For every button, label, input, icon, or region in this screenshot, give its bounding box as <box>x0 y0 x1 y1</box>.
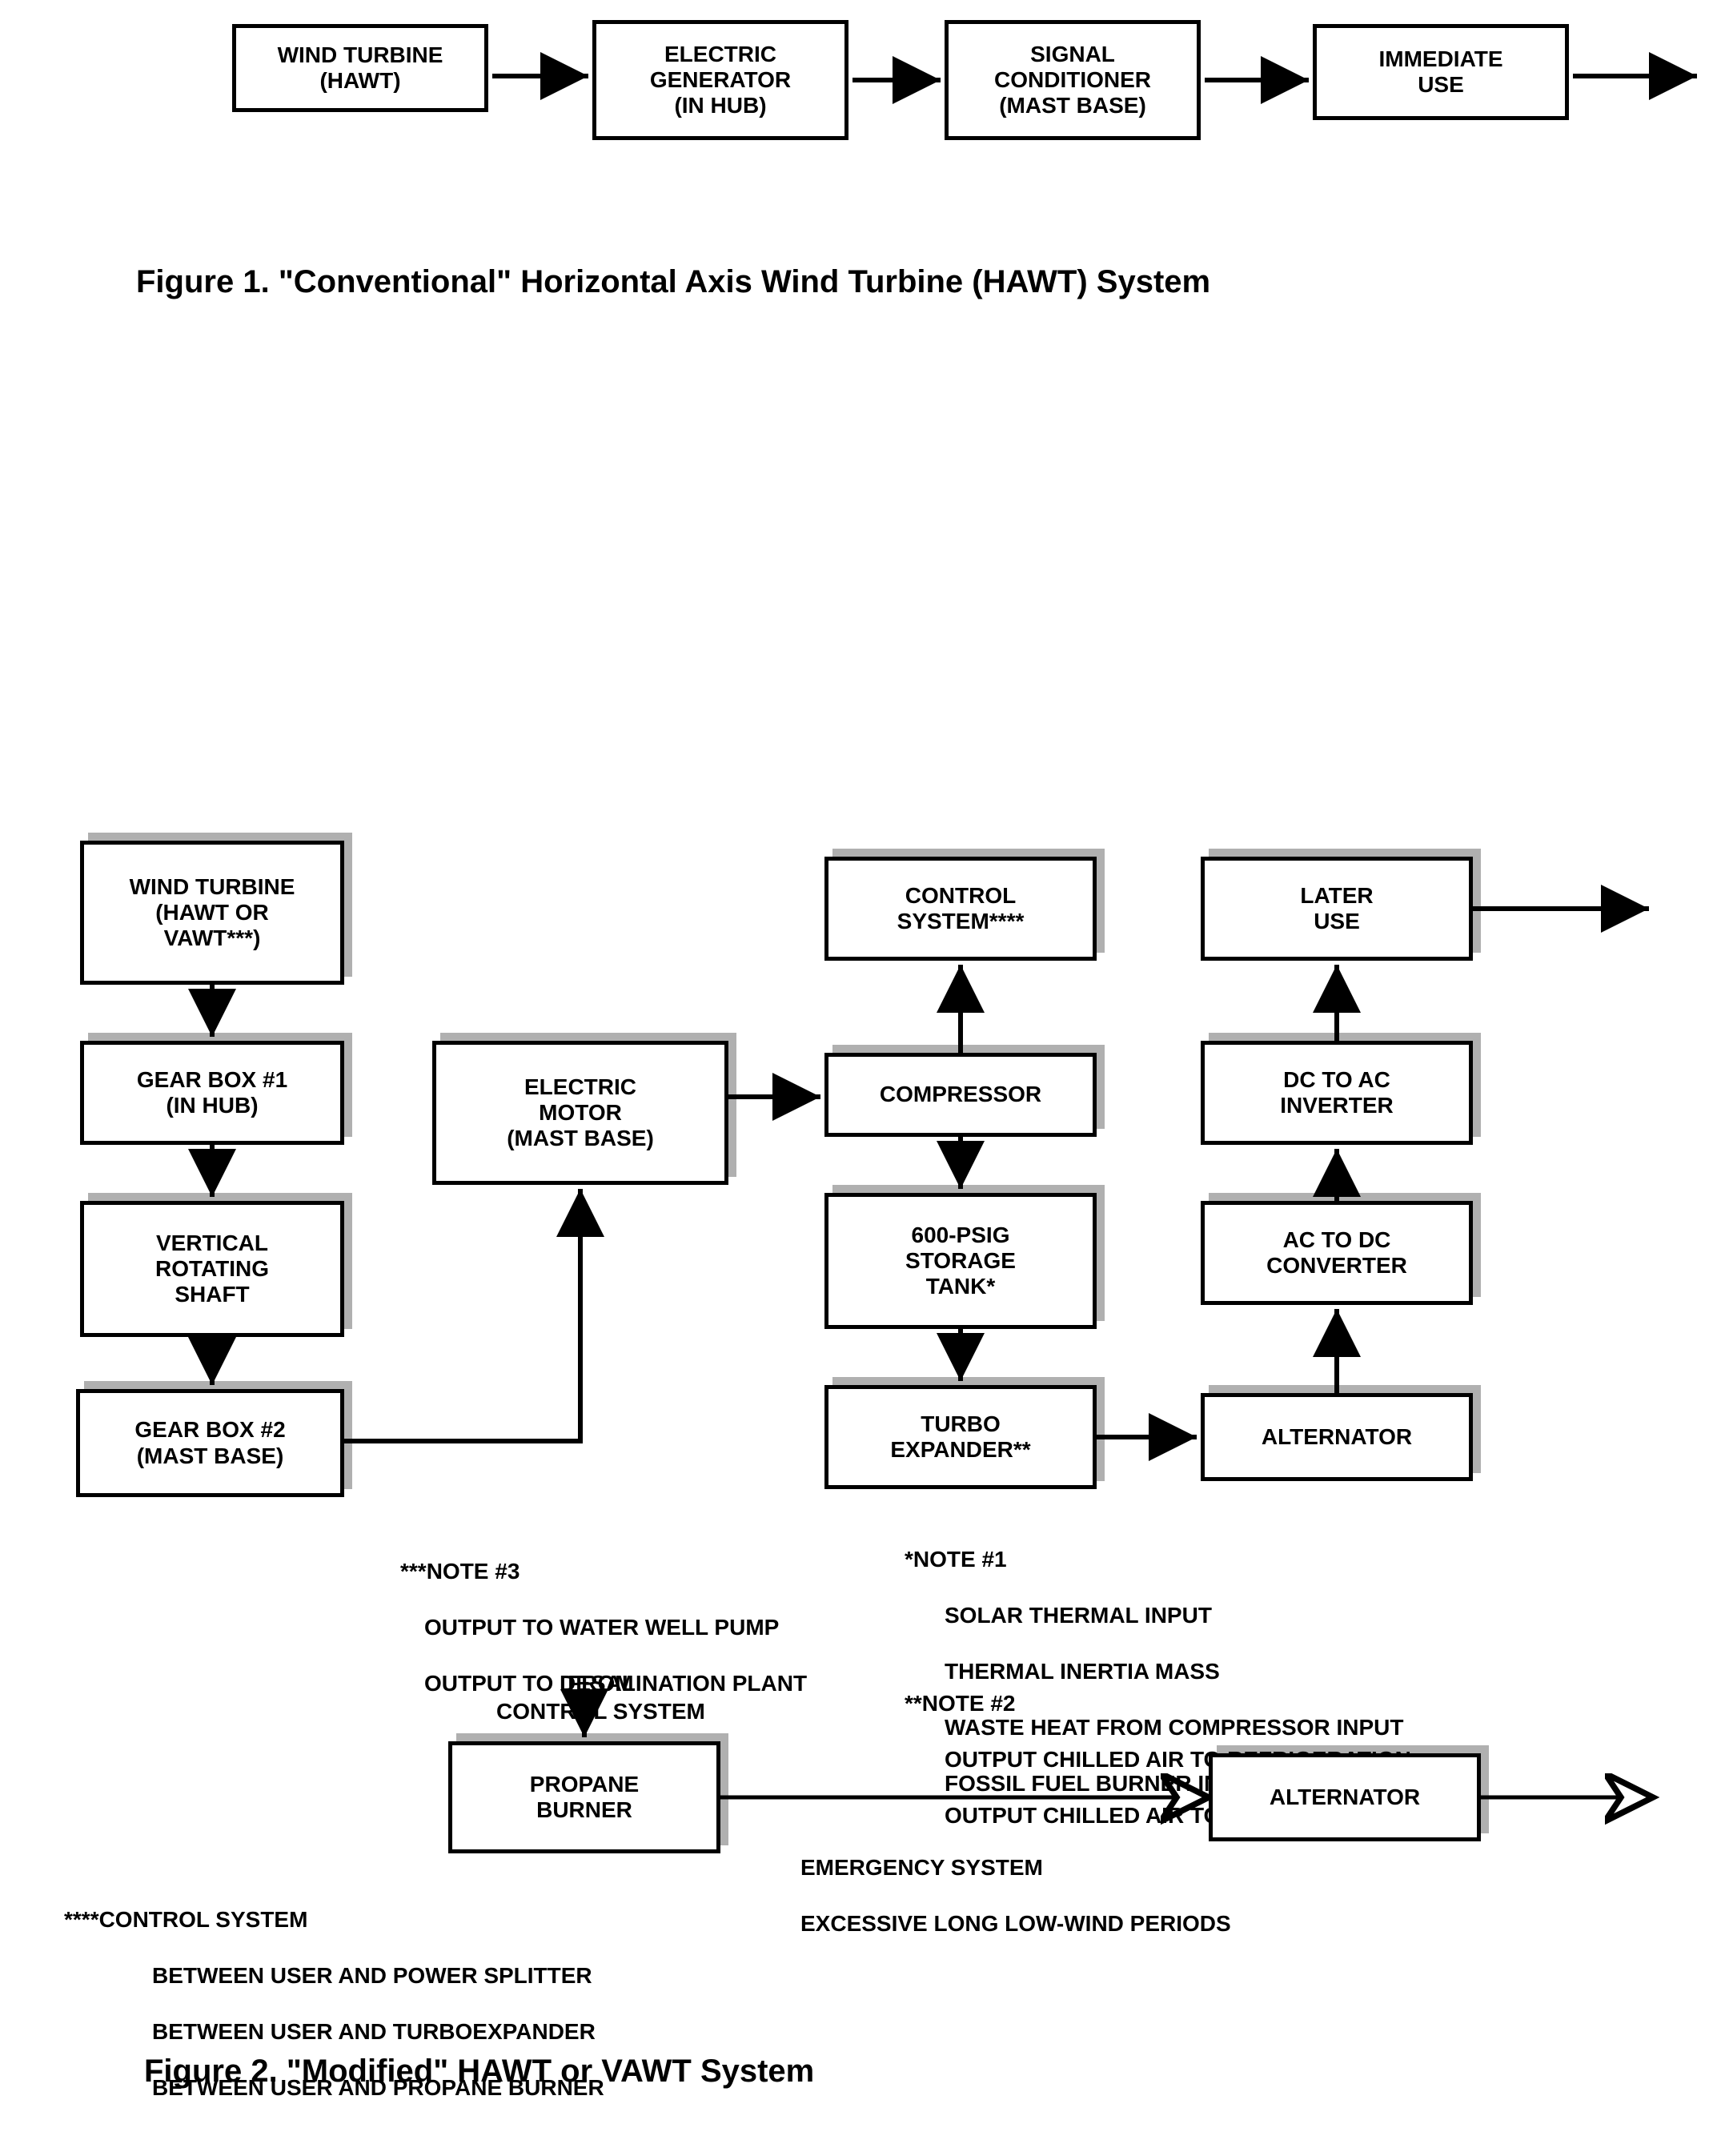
fig2-box-gearbox1: GEAR BOX #1 (IN HUB) <box>80 1041 344 1145</box>
fig2-box-gearbox2: GEAR BOX #2 (MAST BASE) <box>76 1389 344 1497</box>
fig2-emergency-label: EMERGENCY SYSTEM EXCESSIVE LONG LOW-WIND… <box>800 1825 1231 1937</box>
fig2-box-label: TURBO EXPANDER** <box>890 1411 1030 1463</box>
fig2-box-electric-motor: ELECTRIC MOTOR (MAST BASE) <box>432 1041 728 1185</box>
fig2-caption: Figure 2. "Modified" HAWT or VAWT System <box>144 2054 814 2090</box>
fig2-box-inverter: DC TO AC INVERTER <box>1201 1041 1473 1145</box>
fig1-box-label: WIND TURBINE (HAWT) <box>278 42 443 94</box>
fig1-box-wind-turbine: WIND TURBINE (HAWT) <box>232 24 488 112</box>
fig2-box-label: CONTROL SYSTEM**** <box>897 883 1025 934</box>
fig2-box-wind-turbine: WIND TURBINE (HAWT OR VAWT***) <box>80 841 344 985</box>
fig2-box-compressor: COMPRESSOR <box>824 1053 1097 1137</box>
fig2-box-label: DC TO AC INVERTER <box>1280 1067 1394 1118</box>
fig2-box-vertical-shaft: VERTICAL ROTATING SHAFT <box>80 1201 344 1337</box>
fig2-box-converter: AC TO DC CONVERTER <box>1201 1201 1473 1305</box>
fig2-box-label: AC TO DC CONVERTER <box>1266 1227 1407 1279</box>
fig1-box-label: SIGNAL CONDITIONER (MAST BASE) <box>994 42 1151 119</box>
fig2-box-label: GEAR BOX #1 (IN HUB) <box>137 1067 287 1118</box>
fig2-box-label: ELECTRIC MOTOR (MAST BASE) <box>507 1074 654 1152</box>
fig1-box-electric-generator: ELECTRIC GENERATOR (IN HUB) <box>592 20 848 140</box>
fig2-box-alternator: ALTERNATOR <box>1201 1393 1473 1481</box>
fig2-box-label: LATER USE <box>1300 883 1373 934</box>
fig2-box-label: ALTERNATOR <box>1270 1785 1420 1810</box>
fig1-box-immediate-use: IMMEDIATE USE <box>1313 24 1569 120</box>
fig1-box-label: ELECTRIC GENERATOR (IN HUB) <box>650 42 791 119</box>
fig2-box-label: ALTERNATOR <box>1262 1424 1412 1450</box>
fig1-box-label: IMMEDIATE USE <box>1378 46 1502 98</box>
fig2-box-later-use: LATER USE <box>1201 857 1473 961</box>
fig2-box-label: GEAR BOX #2 (MAST BASE) <box>134 1417 285 1468</box>
fig2-box-alternator2: ALTERNATOR <box>1209 1753 1481 1841</box>
fig2-from-control-label: FROM CONTROL SYSTEM <box>496 1641 705 1725</box>
fig2-box-label: COMPRESSOR <box>880 1082 1041 1107</box>
fig2-box-turbo-expander: TURBO EXPANDER** <box>824 1385 1097 1489</box>
fig2-box-propane-burner: PROPANE BURNER <box>448 1741 720 1853</box>
fig2-box-label: WIND TURBINE (HAWT OR VAWT***) <box>130 874 295 952</box>
fig2-box-label: PROPANE BURNER <box>530 1772 639 1823</box>
fig1-box-signal-conditioner: SIGNAL CONDITIONER (MAST BASE) <box>945 20 1201 140</box>
fig2-box-label: VERTICAL ROTATING SHAFT <box>155 1231 269 1308</box>
fig2-box-control-system: CONTROL SYSTEM**** <box>824 857 1097 961</box>
fig2-box-storage-tank: 600-PSIG STORAGE TANK* <box>824 1193 1097 1329</box>
fig2-box-label: 600-PSIG STORAGE TANK* <box>905 1223 1016 1300</box>
fig1-caption: Figure 1. "Conventional" Horizontal Axis… <box>136 264 1210 300</box>
page: WIND TURBINE (HAWT) ELECTRIC GENERATOR (… <box>0 0 1713 2156</box>
